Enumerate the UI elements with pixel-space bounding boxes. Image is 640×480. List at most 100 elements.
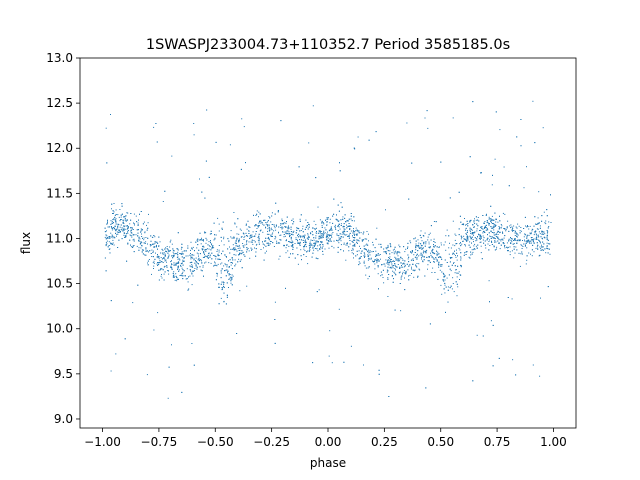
data-point bbox=[502, 232, 504, 234]
data-point bbox=[133, 234, 135, 236]
data-point bbox=[190, 258, 192, 260]
data-point bbox=[263, 259, 265, 261]
data-point bbox=[495, 241, 497, 243]
data-point bbox=[343, 250, 344, 252]
data-point bbox=[283, 223, 285, 225]
data-point bbox=[487, 243, 489, 245]
x-axis-label: phase bbox=[310, 456, 346, 470]
data-point bbox=[114, 215, 116, 216]
data-point bbox=[234, 265, 236, 267]
data-point bbox=[306, 251, 308, 253]
data-point bbox=[195, 264, 197, 266]
data-point bbox=[388, 274, 390, 275]
data-point bbox=[538, 222, 540, 224]
data-point bbox=[184, 257, 185, 259]
data-point bbox=[378, 369, 380, 371]
data-point bbox=[123, 225, 125, 227]
data-point bbox=[453, 262, 455, 263]
data-point bbox=[404, 272, 406, 274]
data-point bbox=[475, 219, 477, 221]
data-point bbox=[382, 269, 384, 271]
data-point bbox=[418, 242, 420, 244]
data-point bbox=[177, 248, 179, 250]
data-point bbox=[500, 227, 502, 229]
data-point bbox=[353, 253, 354, 255]
data-point bbox=[325, 219, 326, 221]
data-point bbox=[469, 227, 471, 229]
data-point bbox=[367, 278, 369, 280]
data-point bbox=[114, 219, 116, 221]
data-point bbox=[216, 251, 218, 252]
data-point bbox=[152, 251, 154, 253]
data-point bbox=[268, 225, 270, 227]
data-point bbox=[109, 237, 111, 239]
data-point bbox=[309, 247, 310, 249]
data-point bbox=[336, 233, 338, 235]
data-point bbox=[503, 237, 505, 239]
data-point bbox=[528, 234, 530, 236]
data-point bbox=[271, 215, 273, 217]
data-point bbox=[363, 262, 365, 264]
data-point bbox=[338, 235, 340, 237]
data-point bbox=[392, 270, 394, 272]
data-point bbox=[191, 284, 193, 286]
data-point bbox=[436, 260, 438, 262]
data-point bbox=[246, 243, 248, 245]
data-point bbox=[470, 228, 472, 230]
data-point bbox=[401, 275, 403, 277]
data-point bbox=[389, 267, 391, 269]
data-point bbox=[148, 251, 149, 253]
data-point bbox=[173, 262, 175, 264]
data-point bbox=[113, 203, 115, 204]
data-point bbox=[330, 240, 332, 242]
data-point bbox=[168, 366, 170, 368]
data-point bbox=[409, 240, 411, 242]
data-point bbox=[190, 270, 192, 272]
data-point bbox=[430, 239, 432, 241]
data-point bbox=[547, 286, 549, 288]
data-point bbox=[354, 148, 356, 150]
data-point bbox=[354, 234, 355, 236]
data-point bbox=[445, 249, 447, 251]
data-point bbox=[443, 275, 445, 277]
data-point bbox=[494, 249, 496, 251]
data-point bbox=[178, 270, 180, 272]
data-point bbox=[172, 251, 174, 253]
data-point bbox=[196, 247, 198, 249]
data-point bbox=[391, 265, 393, 267]
data-point bbox=[538, 234, 539, 236]
data-point bbox=[233, 254, 235, 256]
data-point bbox=[183, 275, 185, 277]
data-point bbox=[431, 256, 433, 258]
data-point bbox=[291, 240, 293, 242]
data-point bbox=[241, 236, 243, 238]
data-point bbox=[320, 231, 322, 232]
data-point bbox=[259, 221, 261, 223]
data-point bbox=[348, 223, 350, 224]
data-point bbox=[348, 225, 350, 227]
data-point bbox=[226, 294, 228, 296]
data-point bbox=[491, 223, 493, 224]
data-point bbox=[218, 286, 219, 288]
data-point bbox=[534, 231, 536, 233]
data-point bbox=[184, 250, 186, 252]
data-point bbox=[535, 247, 537, 249]
data-point bbox=[468, 256, 470, 258]
data-point bbox=[321, 246, 323, 248]
data-point bbox=[531, 249, 533, 251]
data-point bbox=[519, 239, 521, 241]
data-point bbox=[201, 191, 203, 193]
data-point bbox=[274, 342, 276, 344]
data-point bbox=[120, 229, 122, 231]
data-point bbox=[511, 230, 513, 231]
data-point bbox=[476, 238, 478, 240]
data-point bbox=[168, 255, 170, 257]
data-point bbox=[290, 238, 292, 240]
data-point bbox=[429, 247, 431, 249]
data-point bbox=[490, 230, 492, 232]
data-point bbox=[454, 250, 455, 252]
data-point bbox=[540, 236, 542, 238]
data-point bbox=[172, 257, 174, 259]
data-point bbox=[313, 237, 315, 239]
data-point bbox=[428, 256, 430, 258]
